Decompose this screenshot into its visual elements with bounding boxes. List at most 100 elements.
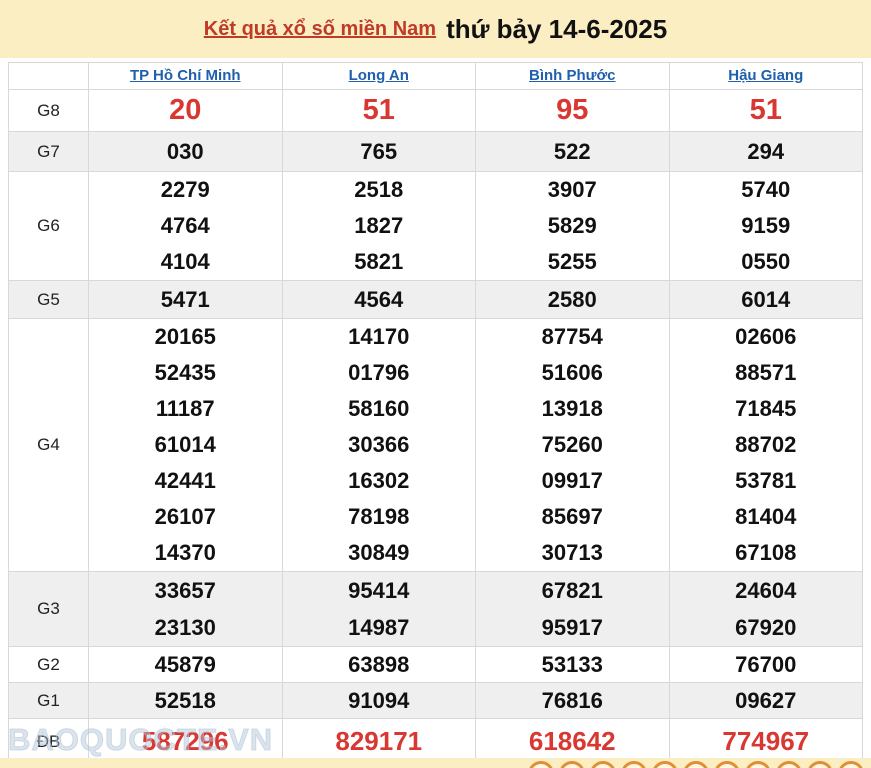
page-header-banner: Kết quả xổ số miền Nam thứ bảy 14-6-2025 [0,0,871,58]
result-number: 765 [360,139,398,164]
result-cell: 765 [281,131,476,172]
lottery-region-link[interactable]: Kết quả xổ số miền Nam [203,17,437,40]
result-number: 67920 [735,615,797,640]
result-number: 1827 [354,213,404,238]
result-number: 09627 [735,688,797,713]
result-number: 14987 [348,615,410,640]
result-cell: 030 [88,131,283,172]
prize-row-g6: G6 2279 4764 4104 2518 1827 5821 3907 5829 5255 57… [8,171,863,281]
result-number: 58160 [348,396,410,421]
result-cell: 02606 88571 71845 88702 53781 81404 67108 [668,318,863,572]
result-number: 13918 [541,396,603,421]
result-number: 26107 [154,504,216,529]
result-number: 51 [749,94,782,126]
result-cell: 76816 [475,682,670,719]
result-cell: 95 [475,89,670,132]
result-number: 5255 [547,249,597,274]
province-link-long-an[interactable]: Long An [348,67,409,84]
result-number: 30366 [348,432,410,457]
result-cell: 20165 52435 11187 61014 42441 26107 14370 [88,318,283,572]
lotto-ball-icon [621,761,647,768]
prize-label: G1 [8,682,89,719]
province-link-hau-giang[interactable]: Hậu Giang [728,67,804,84]
prize-row-g1: G1 52518 91094 76816 09627 [8,682,863,719]
province-link-tphcm[interactable]: TP Hồ Chí Minh [129,67,241,84]
result-number: 42441 [154,468,216,493]
lotto-ball-icon [559,761,585,768]
result-cell: 4564 [281,280,476,319]
result-cell: 2279 4764 4104 [88,171,283,281]
lotto-ball-icon [807,761,833,768]
lotto-ball-icon [714,761,740,768]
result-cell: 09627 [668,682,863,719]
result-cell: 2518 1827 5821 [281,171,476,281]
result-number: 53133 [541,652,603,677]
prize-label-column-header [8,62,89,90]
result-cell: 63898 [281,646,476,683]
result-number: 45879 [154,652,216,677]
result-number: 95917 [541,615,603,640]
result-number: 87754 [541,324,603,349]
result-number: 4564 [354,287,404,312]
result-number: 14370 [154,540,216,565]
result-cell: 45879 [88,646,283,683]
result-cell: 20 [88,89,283,132]
prize-row-g4: G4 20165 52435 11187 61014 42441 26107 14370 141… [8,318,863,572]
province-link-binh-phuoc[interactable]: Bình Phước [528,67,616,84]
result-number: 71845 [735,396,797,421]
result-number: 02606 [735,324,797,349]
result-number: 618642 [528,726,616,756]
lotto-ball-icon [590,761,616,768]
result-number: 23130 [154,615,216,640]
result-cell: 91094 [281,682,476,719]
result-cell: 76700 [668,646,863,683]
result-cell: 6014 [668,280,863,319]
result-number: 85697 [541,504,603,529]
lotto-ball-icon [652,761,678,768]
result-cell: 33657 23130 [88,571,283,647]
result-number: 88571 [735,360,797,385]
prize-row-g8: G8 20 51 95 51 [8,89,863,132]
result-number: 01796 [348,360,410,385]
result-number: 67821 [541,578,603,603]
result-number: 5471 [160,287,210,312]
result-number: 24604 [735,578,797,603]
result-cell: 14170 01796 58160 30366 16302 78198 30849 [281,318,476,572]
result-number: 11187 [155,396,215,421]
next-section-strip [0,758,871,768]
result-number: 6014 [741,287,791,312]
result-number: 51 [362,94,395,126]
result-cell: 522 [475,131,670,172]
result-number: 53781 [735,468,797,493]
result-number: 78198 [348,504,410,529]
prize-row-g7: G7 030 765 522 294 [8,131,863,172]
result-number: 587296 [141,726,229,756]
result-number: 30713 [541,540,603,565]
prize-row-db: ĐB 587296 829171 618642 774967 [8,718,863,765]
province-header-row: TP Hồ Chí Minh Long An Bình Phước Hậu Gi… [8,62,863,90]
result-number: 33657 [154,578,216,603]
result-cell: 774967 [668,718,863,765]
result-cell: 294 [668,131,863,172]
result-number: 522 [553,139,591,164]
result-number: 5829 [547,213,597,238]
result-number: 9159 [741,213,791,238]
result-number: 030 [166,139,204,164]
result-cell: 5740 9159 0550 [668,171,863,281]
lotto-ball-icon [776,761,802,768]
lotto-ball-icon [528,761,554,768]
prize-row-g3: G3 33657 23130 95414 14987 67821 95917 24604 679… [8,571,863,647]
result-number: 95414 [348,578,410,603]
lotto-ball-icon [745,761,771,768]
prize-label: ĐB [8,718,89,765]
result-number: 4104 [160,249,210,274]
result-number: 30849 [348,540,410,565]
result-number: 16302 [348,468,410,493]
lotto-ball-icon [838,761,864,768]
result-number: 3907 [547,177,597,202]
result-number: 52435 [154,360,216,385]
result-number: 2279 [160,177,210,202]
result-number: 81404 [735,504,797,529]
result-number: 294 [747,139,785,164]
prize-label: G5 [8,280,89,319]
